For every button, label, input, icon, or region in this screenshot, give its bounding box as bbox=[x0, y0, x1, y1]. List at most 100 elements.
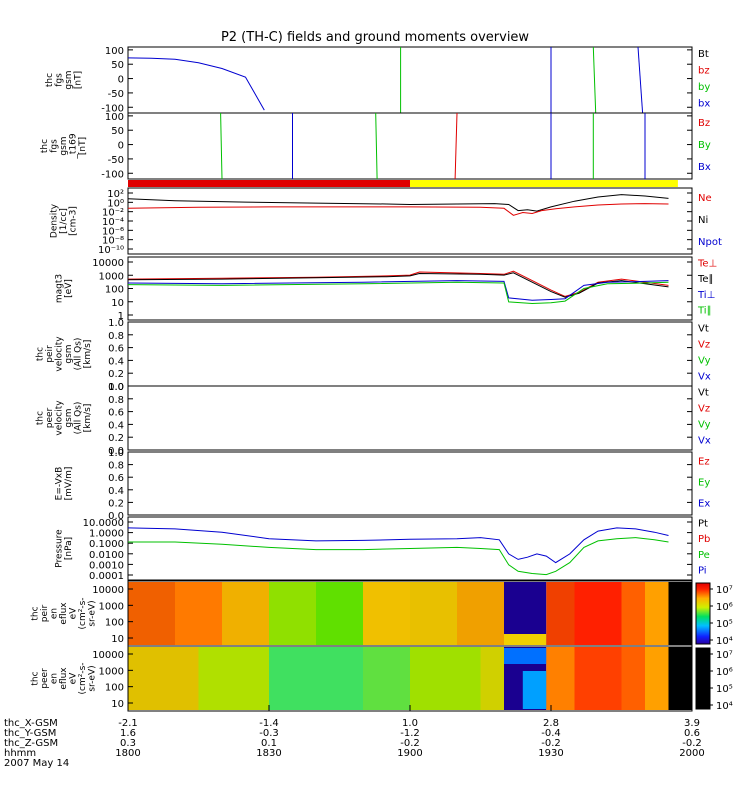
y-axis-label-line: sr-eV) bbox=[88, 665, 98, 691]
y-tick-label: 0.6 bbox=[108, 408, 124, 419]
legend: Pt Pb Pe Pi bbox=[698, 518, 710, 576]
mode-bar-segment bbox=[410, 180, 678, 187]
orbit-value: 0.6 bbox=[684, 728, 700, 739]
spectrogram-band bbox=[457, 582, 504, 645]
spectrogram-band bbox=[128, 582, 175, 645]
spectrogram-band bbox=[410, 647, 481, 710]
y-axis-label-line: [eV] bbox=[64, 279, 74, 298]
spectrogram-band bbox=[574, 582, 622, 645]
legend-entry: Vt bbox=[698, 388, 709, 399]
spectrogram-band bbox=[574, 647, 622, 710]
y-tick-label: 0.0001 bbox=[89, 571, 124, 582]
panel-frame bbox=[127, 451, 693, 516]
legend-entry: Vx bbox=[698, 436, 711, 447]
legend-entry: Vy bbox=[698, 356, 711, 367]
y-axis-label: thc fgs gsm [nT] bbox=[45, 70, 84, 89]
orbit-value: 1800 bbox=[115, 748, 140, 759]
y-tick-label: 1.0 bbox=[108, 448, 124, 459]
y-axis-label-line: thc bbox=[35, 411, 45, 425]
y-tick-label: 0.8 bbox=[108, 331, 124, 342]
orbit-value: 0.3 bbox=[120, 738, 136, 749]
series-line-Ne bbox=[127, 203, 669, 216]
y-axis-label-line: eflux bbox=[59, 667, 69, 690]
legend-entry: bz bbox=[698, 65, 710, 76]
y-axis-label: thc peer en eflux eV (cm²-s-sr-eV) bbox=[31, 662, 98, 694]
colorbar-tick-label: 10⁷ bbox=[716, 650, 733, 661]
y-axis-label-line: peir bbox=[45, 345, 55, 363]
spectrogram-band bbox=[621, 647, 645, 710]
spectrogram-band bbox=[363, 582, 410, 645]
orbit-value: 3.9 bbox=[684, 718, 700, 729]
y-axis-label-line: (All Qs) bbox=[73, 338, 83, 371]
x-axis bbox=[127, 705, 693, 711]
y-tick-label: -50 bbox=[108, 89, 124, 100]
y-axis-label-line: eV bbox=[69, 607, 79, 620]
y-tick-label: 0.8 bbox=[108, 461, 124, 472]
colorbar-tick-label: 10⁶ bbox=[716, 667, 733, 678]
orbit-value: -0.4 bbox=[541, 728, 561, 739]
spectrogram-gap bbox=[668, 582, 692, 645]
y-tick-label: -100 bbox=[101, 103, 124, 114]
legend-entry: Bz bbox=[698, 118, 710, 129]
y-axis-label-line: thc bbox=[35, 347, 45, 361]
y-tick-label: 0.4 bbox=[108, 356, 124, 367]
legend-entry: Pt bbox=[698, 518, 708, 529]
y-axis-label: E=-VxB [mV/m] bbox=[54, 467, 74, 501]
panel-peir_spectrogram: 10⁷ 10⁶ 10⁵ 10⁴ 10000 1000 100 10 bbox=[92, 580, 733, 647]
spectrogram-band bbox=[504, 634, 547, 645]
legend-entry: Pe bbox=[698, 550, 710, 561]
y-tick-label: 100 bbox=[105, 46, 124, 57]
legend-entry: Ey bbox=[698, 478, 710, 489]
y-axis-label-line: E=-VxB bbox=[54, 467, 64, 501]
orbit-row-label: hhmm bbox=[4, 748, 36, 759]
y-axis-label-line: thc bbox=[40, 139, 50, 153]
colorbar-tick-label: 10⁴ bbox=[716, 636, 733, 647]
y-tick-label: 10⁻⁶ bbox=[102, 226, 124, 237]
y-axis-label-line: fgs bbox=[54, 73, 64, 87]
orbit-value: 1830 bbox=[256, 748, 281, 759]
panel-frame bbox=[127, 256, 693, 321]
panel-frame bbox=[127, 46, 693, 114]
y-tick-label: 10000 bbox=[92, 258, 124, 269]
date-label: 2007 May 14 bbox=[4, 758, 69, 769]
legend: Vt Vz Vy Vx bbox=[698, 324, 711, 383]
orbit-value: -0.2 bbox=[400, 738, 420, 749]
legend-entry: Ti⊥ bbox=[697, 290, 715, 301]
spectrogram-band bbox=[198, 647, 269, 710]
y-axis-label-line: gsm bbox=[64, 344, 74, 363]
legend-entry: Vz bbox=[698, 340, 710, 351]
panel-moments_temp: 10000 1000 100 10 1 bbox=[92, 256, 693, 322]
y-axis-label-line: eflux bbox=[59, 602, 69, 625]
y-tick-label: 10⁻⁴ bbox=[102, 217, 124, 228]
legend-entry: bx bbox=[698, 98, 710, 109]
legend-entry: Vx bbox=[698, 372, 711, 383]
y-axis-label-line: thc bbox=[45, 73, 55, 87]
y-axis-label-line: [cm-3] bbox=[69, 206, 79, 236]
y-tick-label: 0.1000 bbox=[89, 539, 124, 550]
series-line-Ti∥ bbox=[127, 281, 669, 305]
colorbar-tick-label: 10⁵ bbox=[716, 619, 733, 630]
y-axis-label-line: peir bbox=[40, 604, 50, 622]
y-axis-label: magt3 [eV] bbox=[54, 274, 74, 303]
y-axis-label-line: gsm bbox=[64, 408, 74, 427]
y-axis-label-line: fgs bbox=[50, 139, 60, 153]
y-tick-label: 0.2 bbox=[108, 498, 124, 509]
legend: Ez Ey Ex bbox=[698, 457, 710, 510]
orbit-row-label: thc_Y-GSM bbox=[4, 728, 56, 739]
spectrogram-band bbox=[222, 582, 269, 645]
y-tick-label: 1.0 bbox=[108, 318, 124, 329]
spectrogram-band bbox=[504, 648, 547, 664]
series-line-by bbox=[592, 46, 597, 114]
y-tick-label: 100 bbox=[105, 618, 124, 629]
panel-fgs_t169: 100 50 0 -50 -100 bbox=[101, 112, 693, 180]
y-tick-label: 1000 bbox=[99, 666, 124, 677]
y-axis-label-line: thc bbox=[31, 671, 41, 685]
orbit-value: 2000 bbox=[679, 748, 704, 759]
y-tick-label: 1000 bbox=[99, 271, 124, 282]
y-tick-label: 1000 bbox=[99, 601, 124, 612]
series-line-Bz bbox=[454, 112, 458, 180]
orbit-value: -0.2 bbox=[541, 738, 561, 749]
spectrogram-band bbox=[363, 647, 410, 710]
orbit-row-label: thc_Z-GSM bbox=[4, 738, 58, 749]
